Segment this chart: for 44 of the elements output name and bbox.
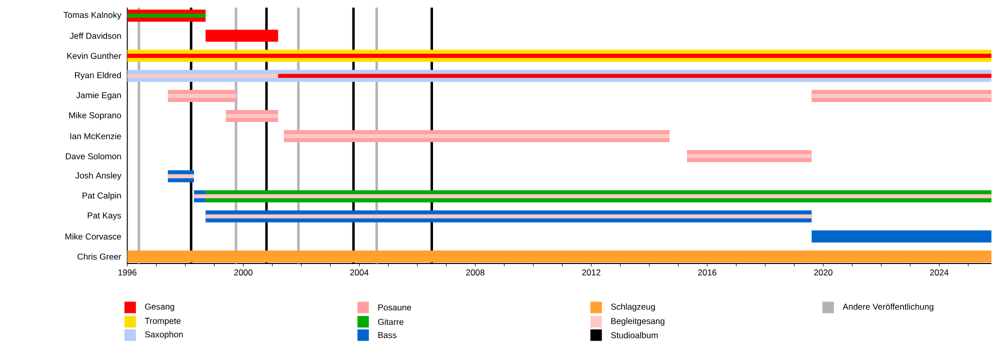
legend-label: Schlagzeug: [611, 304, 655, 312]
x-tick-label: 2004: [350, 270, 369, 276]
y-tick-label: Tomas Kalnoky: [64, 12, 122, 20]
x-tick-label: 2000: [234, 270, 252, 276]
y-tick-label: Jeff Davidson: [70, 32, 121, 40]
bar: [194, 194, 992, 199]
legend-label: Gitarre: [378, 318, 404, 326]
bar: [168, 174, 194, 178]
y-tick-label: Dave Solomon: [66, 153, 121, 160]
legend-label: Bass: [378, 332, 396, 338]
bar: [812, 230, 992, 243]
x-tick-label: 2012: [582, 270, 600, 276]
x-tick-label: 1996: [118, 270, 136, 276]
y-tick-label: Chris Greer: [78, 254, 122, 260]
x-tick-label: 2016: [698, 270, 716, 276]
bar: [812, 94, 992, 98]
bar: [278, 74, 992, 78]
bar: [206, 214, 812, 219]
bar: [206, 30, 278, 42]
legend-label: Gesang: [145, 304, 174, 312]
y-tick-label: Mike Soprano: [69, 112, 122, 120]
bar: [686, 154, 812, 158]
legend-label: Studioalbum: [611, 332, 658, 339]
x-tick-label: 2020: [814, 270, 832, 276]
y-tick-label: Ryan Eldred: [74, 72, 121, 80]
bar: [168, 94, 236, 98]
y-tick-label: Pat Calpin: [82, 192, 121, 200]
x-tick-label: 2008: [466, 270, 484, 276]
y-tick-label: Pat Kays: [88, 212, 122, 220]
x-tick-label: 2024: [930, 270, 948, 276]
legend-label: Andere Veröffentlichung: [842, 304, 934, 312]
y-tick-label: Jamie Egan: [76, 92, 121, 100]
legend-label: Posaune: [378, 304, 412, 311]
y-tick-label: Josh Ansley: [75, 172, 122, 180]
legend-label: Saxophon: [145, 331, 183, 340]
bar: [127, 54, 992, 58]
bar: [226, 114, 278, 118]
y-tick-label: Ian McKenzie: [70, 133, 122, 140]
y-tick-label: Kevin Gunther: [67, 52, 122, 60]
legend-label: Trompete: [144, 318, 181, 326]
y-tick-label: Mike Corvasce: [65, 234, 122, 240]
bar: [284, 134, 670, 138]
bar: [127, 74, 278, 78]
legend-label: Begleitgesang: [611, 318, 664, 326]
